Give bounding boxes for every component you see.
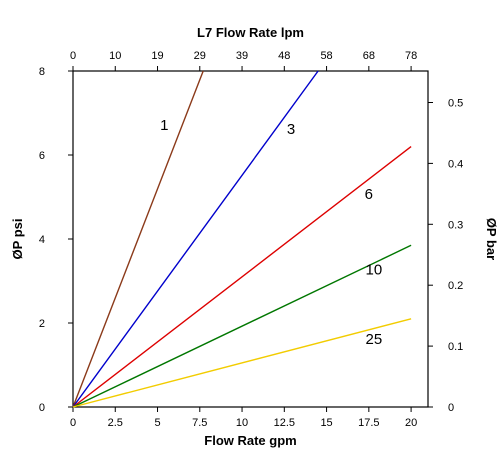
x2-tick-label: 0 bbox=[70, 50, 76, 62]
series-lines bbox=[72, 70, 412, 408]
y-tick-label: 0 bbox=[39, 402, 45, 414]
x-tick-label: 7.5 bbox=[192, 417, 207, 429]
x2-axis-ticks: 0 10 19 29 39 48 58 68 78 bbox=[70, 50, 417, 71]
x-tick-label: 17.5 bbox=[358, 417, 379, 429]
series-line-6 bbox=[72, 146, 412, 408]
series-label-1: 1 bbox=[160, 117, 168, 134]
x2-tick-label: 58 bbox=[320, 50, 332, 62]
y2-tick-label: 0.3 bbox=[448, 219, 463, 231]
y2-tick-label: 0.2 bbox=[448, 280, 463, 292]
y-tick-label: 4 bbox=[39, 234, 45, 246]
y2-tick-label: 0 bbox=[448, 402, 454, 414]
series-labels: 1 3 6 10 25 bbox=[160, 117, 382, 348]
series-label-3: 3 bbox=[287, 121, 295, 138]
y-tick-label: 2 bbox=[39, 318, 45, 330]
x-axis-title: Flow Rate gpm bbox=[204, 433, 296, 448]
y2-tick-label: 0.5 bbox=[448, 97, 463, 109]
y-axis-ticks: 0 2 4 6 8 bbox=[39, 66, 73, 414]
y-axis-title: ØP psi bbox=[10, 219, 25, 260]
x-tick-label: 20 bbox=[405, 417, 417, 429]
x-tick-label: 12.5 bbox=[274, 417, 295, 429]
y2-tick-label: 0.1 bbox=[448, 341, 463, 353]
series-line-25 bbox=[72, 318, 412, 408]
x-tick-label: 10 bbox=[236, 417, 248, 429]
x2-tick-label: 19 bbox=[151, 50, 163, 62]
x-tick-label: 15 bbox=[320, 417, 332, 429]
series-label-10: 10 bbox=[366, 262, 383, 279]
x2-tick-label: 29 bbox=[194, 50, 206, 62]
y2-axis-ticks: 0 0.1 0.2 0.3 0.4 0.5 bbox=[428, 97, 463, 414]
series-line-1 bbox=[72, 70, 204, 408]
x2-tick-label: 68 bbox=[363, 50, 375, 62]
y2-tick-label: 0.4 bbox=[448, 158, 463, 170]
x2-tick-label: 78 bbox=[405, 50, 417, 62]
y-tick-label: 6 bbox=[39, 150, 45, 162]
x-tick-label: 0 bbox=[70, 417, 76, 429]
plot-frame bbox=[72, 70, 429, 408]
x-tick-label: 5 bbox=[154, 417, 160, 429]
x2-tick-label: 39 bbox=[236, 50, 248, 62]
series-label-6: 6 bbox=[365, 186, 373, 203]
series-line-10 bbox=[72, 244, 412, 408]
x2-axis-title: L7 Flow Rate lpm bbox=[197, 25, 304, 40]
x2-tick-label: 10 bbox=[109, 50, 121, 62]
series-line-3 bbox=[72, 70, 319, 408]
x-axis-ticks: 0 2.5 5 7.5 10 12.5 15 17.5 20 bbox=[70, 407, 417, 429]
y2-axis-title: ØP bar bbox=[484, 218, 499, 260]
x2-tick-label: 48 bbox=[278, 50, 290, 62]
y-tick-label: 8 bbox=[39, 66, 45, 78]
x-tick-label: 2.5 bbox=[108, 417, 123, 429]
series-label-25: 25 bbox=[366, 331, 383, 348]
